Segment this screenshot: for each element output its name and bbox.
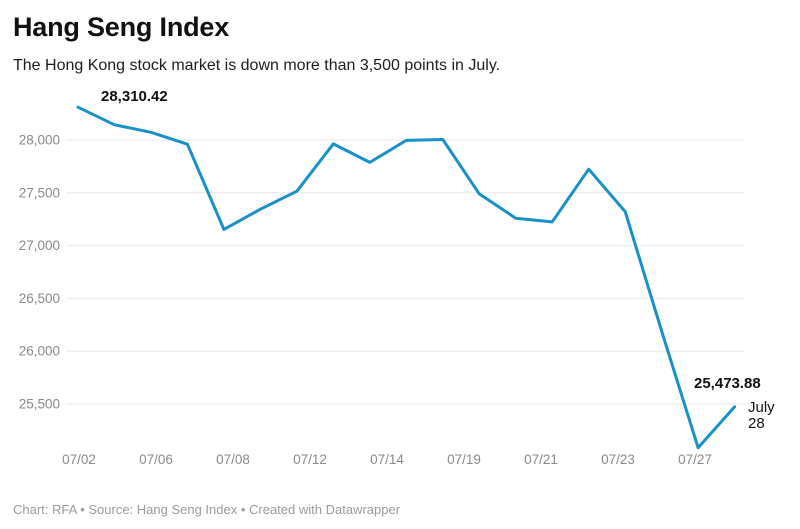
x-tick-label: 07/23	[601, 452, 635, 467]
footer-credit: Chart: RFA • Source: Hang Seng Index • C…	[13, 502, 401, 517]
x-tick-label: 07/06	[139, 452, 173, 467]
y-tick-label: 25,500	[19, 397, 60, 412]
x-tick-label: 07/27	[678, 452, 712, 467]
annotation-start-value: 28,310.42	[101, 88, 168, 105]
x-tick-label: 07/12	[293, 452, 327, 467]
x-tick-label: 07/14	[370, 452, 404, 467]
x-tick-label: 07/08	[216, 452, 250, 467]
chart-subtitle: The Hong Kong stock market is down more …	[13, 57, 501, 74]
annotation-end-date: July 28	[748, 399, 775, 432]
data-line	[76, 105, 737, 450]
annotation-end-value: 25,473.88	[694, 375, 761, 392]
y-tick-label: 27,500	[19, 185, 60, 200]
y-tick-label: 26,000	[19, 344, 60, 359]
x-tick-label: 07/02	[62, 452, 96, 467]
y-tick-label: 27,000	[19, 238, 60, 253]
y-tick-label: 26,500	[19, 291, 60, 306]
x-tick-label: 07/21	[524, 452, 558, 467]
y-tick-label: 28,000	[19, 133, 60, 148]
x-tick-label: 07/19	[447, 452, 481, 467]
page-title: Hang Seng Index	[13, 12, 230, 42]
